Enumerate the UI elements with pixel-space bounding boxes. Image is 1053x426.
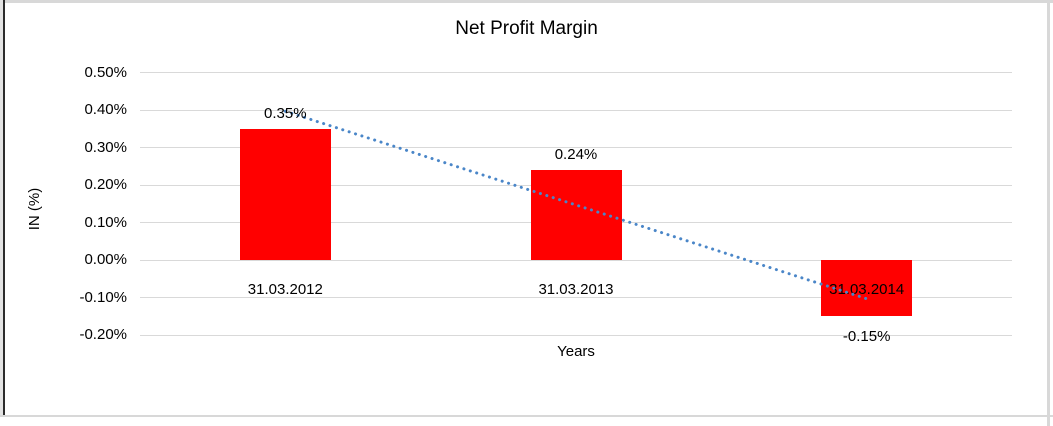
gridline xyxy=(140,72,1012,73)
y-tick-label: -0.10% xyxy=(79,288,127,306)
frame-border-right xyxy=(1047,0,1050,426)
frame-border-bottom xyxy=(0,415,1053,417)
frame-border-top xyxy=(0,0,1053,3)
y-tick-label: 0.40% xyxy=(84,101,127,118)
y-tick-label: 0.50% xyxy=(84,63,127,81)
y-tick-label: 0.00% xyxy=(84,251,127,268)
x-category-label: 31.03.2014 xyxy=(829,281,905,298)
bar xyxy=(239,128,331,260)
x-category-label: 31.03.2013 xyxy=(538,281,614,298)
bar-value-label: 0.35% xyxy=(264,104,307,122)
y-tick-label: 0.20% xyxy=(84,176,127,193)
x-category-label: 31.03.2012 xyxy=(247,281,323,298)
bar-value-label: 0.24% xyxy=(554,146,598,163)
bar-value-label: -0.15% xyxy=(842,328,891,346)
y-tick-label: 0.10% xyxy=(84,213,127,231)
x-axis-title: Years xyxy=(557,343,595,360)
bar xyxy=(530,170,622,260)
gridline xyxy=(140,334,1012,336)
frame-border-left xyxy=(3,0,5,415)
y-tick-label: -0.20% xyxy=(79,326,127,343)
chart-title: Net Profit Margin xyxy=(455,18,598,39)
frame-border-left-outer xyxy=(0,0,3,415)
y-tick-label: 0.30% xyxy=(84,138,127,156)
